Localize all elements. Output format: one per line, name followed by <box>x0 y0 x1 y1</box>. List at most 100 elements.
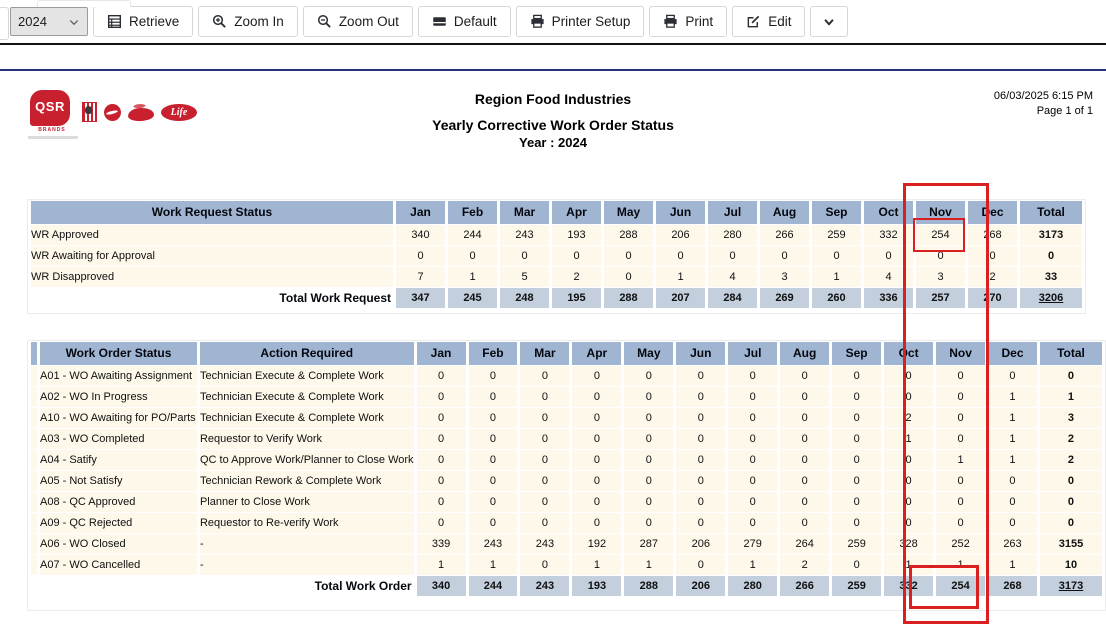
year-select[interactable]: 2024 <box>10 7 88 36</box>
cell-value: 0 <box>468 429 518 449</box>
action-label: Technician Execute & Complete Work <box>199 366 414 386</box>
work-request-table: Work Request Status Jan Feb Mar Apr May Jun Ju… <box>27 199 1086 314</box>
retrieve-button[interactable]: Retrieve <box>93 6 194 37</box>
cell-value: 279 <box>728 534 778 554</box>
table-row: A10 - WO Awaiting for PO/Parts Technician… <box>31 408 1102 428</box>
qsr-brands-text: BRANDS <box>38 127 66 133</box>
cell-value: 193 <box>552 225 601 245</box>
status-label: A06 - WO Closed <box>39 534 197 554</box>
cell-value: 0 <box>988 492 1037 512</box>
cell-value: 0 <box>728 387 778 407</box>
more-actions-button[interactable] <box>810 6 849 37</box>
row-total: 0 <box>1020 246 1082 266</box>
year-select-value: 2024 <box>18 14 47 29</box>
total-value: 260 <box>812 288 861 308</box>
cell-value: 0 <box>624 450 674 470</box>
month-header: Nov <box>916 201 965 224</box>
cell-value: 0 <box>936 471 986 491</box>
cell-value: 1 <box>468 555 518 575</box>
cell-value: 0 <box>572 366 622 386</box>
cell-value: 1 <box>988 387 1037 407</box>
table-list-icon <box>107 14 122 29</box>
table-total-row: Total Work Request 347 245 248 195 288 207 284 2… <box>31 288 1082 308</box>
row-total: 3 <box>1039 408 1102 428</box>
cell-value: 0 <box>520 408 570 428</box>
month-header: Jul <box>728 342 778 365</box>
print-button[interactable]: Print <box>649 6 728 37</box>
cell-value: 0 <box>520 387 570 407</box>
zoom-in-button[interactable]: Zoom In <box>198 6 298 37</box>
action-label: QC to Approve Work/Planner to Close Work <box>199 450 414 470</box>
edit-label: Edit <box>768 14 792 29</box>
total-value: 206 <box>676 576 726 596</box>
row-total: 10 <box>1039 555 1102 575</box>
grand-total: 3206 <box>1020 288 1082 308</box>
edit-button[interactable]: Edit <box>732 6 806 37</box>
cell-value: 0 <box>572 429 622 449</box>
table-row: A08 - QC Approved Planner to Close Work 0 0… <box>31 492 1102 512</box>
month-header: Sep <box>832 342 882 365</box>
month-header: Mar <box>520 342 570 365</box>
cell-value: 0 <box>832 492 882 512</box>
action-label: Requestor to Re-verify Work <box>199 513 414 533</box>
default-button[interactable]: Default <box>417 6 511 37</box>
month-header: May <box>604 201 653 224</box>
cell-value: 1 <box>416 555 466 575</box>
row-total: 0 <box>1039 513 1102 533</box>
row-total: 0 <box>1039 366 1102 386</box>
cell-value: 0 <box>832 429 882 449</box>
total-value: 257 <box>916 288 965 308</box>
cell-value: 0 <box>520 450 570 470</box>
clipped-column-header <box>31 342 37 365</box>
zoom-in-label: Zoom In <box>234 14 284 29</box>
printer-setup-button[interactable]: Printer Setup <box>515 6 645 37</box>
cell-value: 339 <box>416 534 466 554</box>
month-header: Dec <box>968 201 1017 224</box>
grand-total: 3173 <box>1039 576 1102 596</box>
table-row: A05 - Not Satisfy Technician Rework & Com… <box>31 471 1102 491</box>
partial-left-button[interactable] <box>0 7 9 40</box>
report-title: Yearly Corrective Work Order Status <box>432 117 674 133</box>
cell-value: 0 <box>520 429 570 449</box>
total-value: 254 <box>936 576 986 596</box>
cell-value: 340 <box>396 225 445 245</box>
cell-value: 3 <box>916 267 965 287</box>
cell-value: 3 <box>760 267 809 287</box>
cell-value: 0 <box>468 471 518 491</box>
zoom-out-button[interactable]: Zoom Out <box>302 6 413 37</box>
cell-value: 1 <box>728 555 778 575</box>
total-value: 336 <box>864 288 913 308</box>
qsr-logo-text: QSR <box>30 90 70 126</box>
action-label: Technician Rework & Complete Work <box>199 471 414 491</box>
cell-value: 0 <box>416 408 466 428</box>
cell-value: 0 <box>832 366 882 386</box>
cell-value: 0 <box>624 471 674 491</box>
action-label: Technician Execute & Complete Work <box>199 387 414 407</box>
cell-value: 0 <box>416 492 466 512</box>
action-label: Requestor to Verify Work <box>199 429 414 449</box>
cell-value: 1 <box>988 450 1037 470</box>
clipped-cell <box>31 429 37 449</box>
cell-value: 0 <box>884 492 934 512</box>
total-value: 284 <box>708 288 757 308</box>
cell-value: 0 <box>656 246 705 266</box>
month-header: Feb <box>448 201 497 224</box>
status-label: A03 - WO Completed <box>39 429 197 449</box>
month-header: Dec <box>988 342 1037 365</box>
cell-value: 0 <box>812 246 861 266</box>
life-logo: Life <box>161 103 197 121</box>
cell-value: 0 <box>832 555 882 575</box>
status-label: A01 - WO Awaiting Assignment <box>39 366 197 386</box>
cell-value: 266 <box>760 225 809 245</box>
total-value: 288 <box>624 576 674 596</box>
cell-value: 0 <box>448 246 497 266</box>
clipped-cell <box>31 450 37 470</box>
cell-value: 0 <box>624 387 674 407</box>
report-datetime: 06/03/2025 6:15 PM <box>993 90 1093 102</box>
row-total: 0 <box>1039 492 1102 512</box>
total-value: 193 <box>572 576 622 596</box>
cell-value: 0 <box>624 366 674 386</box>
cell-value: 206 <box>656 225 705 245</box>
cell-value: 0 <box>676 471 726 491</box>
chevron-down-icon <box>69 19 79 25</box>
